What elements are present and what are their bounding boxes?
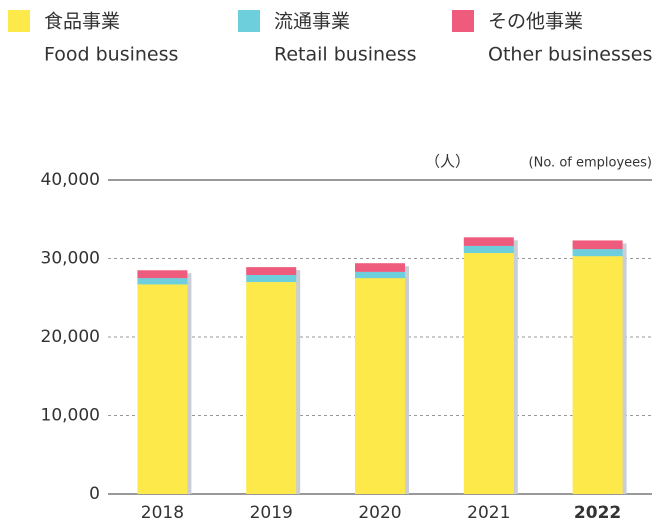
- bar-segment: [137, 284, 188, 494]
- x-tick-label: 2019: [250, 503, 293, 523]
- bar-segment: [355, 278, 405, 494]
- bar-segment: [355, 271, 405, 279]
- bar-segment: [137, 278, 188, 285]
- y-tick-label: 10,000: [41, 406, 100, 426]
- bar-segment: [246, 267, 297, 275]
- bar-segment: [355, 263, 405, 272]
- x-tick-label: 2021: [467, 503, 510, 523]
- bar-segment: [463, 245, 514, 254]
- legend-label: 流通事業: [274, 11, 350, 33]
- legend-label-en: Retail business: [274, 44, 417, 66]
- legend-label-en: Food business: [44, 44, 178, 66]
- bar-segment: [137, 270, 188, 279]
- bar-segment: [572, 256, 623, 494]
- y-tick-label: 40,000: [41, 170, 100, 190]
- y-tick-label: 30,000: [41, 249, 100, 269]
- legend-label: その他事業: [488, 11, 583, 33]
- legend-label: 食品事業: [44, 11, 120, 33]
- x-tick-label: 2018: [141, 503, 184, 523]
- legend-swatch: [452, 10, 474, 32]
- legend-label-en: Other businesses: [488, 44, 652, 66]
- y-tick-label: 20,000: [41, 327, 100, 347]
- bar-segment: [246, 282, 297, 494]
- legend-swatch: [238, 10, 260, 32]
- bar-segment: [572, 240, 623, 250]
- y-tick-label: 0: [89, 484, 100, 504]
- bar-segment: [463, 253, 514, 494]
- bar-segment: [246, 274, 297, 283]
- x-tick-label: 2022: [574, 503, 621, 523]
- bar-segment: [463, 237, 514, 246]
- x-tick-label: 2020: [358, 503, 401, 523]
- unit-label: （人）: [425, 153, 470, 171]
- unit-label-en: (No. of employees): [529, 156, 652, 171]
- bar-segment: [572, 249, 623, 257]
- legend-swatch: [8, 10, 30, 32]
